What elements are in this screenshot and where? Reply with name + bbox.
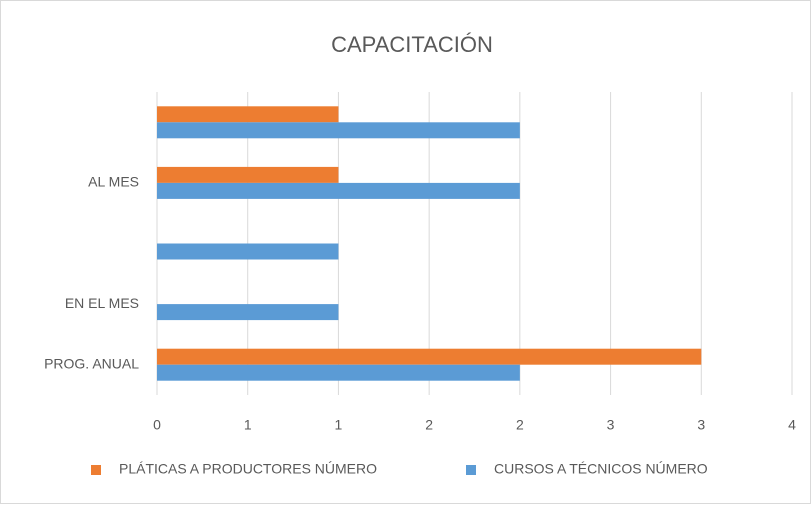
bar <box>157 364 520 381</box>
chart-title: CAPACITACIÓN <box>331 32 493 57</box>
legend-swatch <box>466 465 476 475</box>
legend-swatch <box>91 465 101 475</box>
legend-label: CURSOS A TÉCNICOS NÚMERO <box>494 461 708 477</box>
bar <box>157 182 520 199</box>
y-tick-label: EN EL MES <box>65 295 139 311</box>
bar <box>157 106 339 123</box>
x-tick-label: 2 <box>516 417 524 433</box>
bar <box>157 243 339 260</box>
x-tick-label: 1 <box>335 417 343 433</box>
x-tick-label: 2 <box>425 417 433 433</box>
bar <box>157 348 702 365</box>
bar <box>157 122 520 139</box>
x-tick-label: 4 <box>788 417 796 433</box>
x-tick-label: 3 <box>607 417 615 433</box>
bar <box>157 166 339 183</box>
x-tick-label: 1 <box>244 417 252 433</box>
bar <box>157 304 339 321</box>
legend-label: PLÁTICAS A PRODUCTORES NÚMERO <box>119 461 377 477</box>
y-tick-label: PROG. ANUAL <box>44 355 139 371</box>
x-tick-label: 0 <box>153 417 161 433</box>
x-tick-label: 3 <box>697 417 705 433</box>
y-tick-label: AL MES <box>88 174 139 190</box>
